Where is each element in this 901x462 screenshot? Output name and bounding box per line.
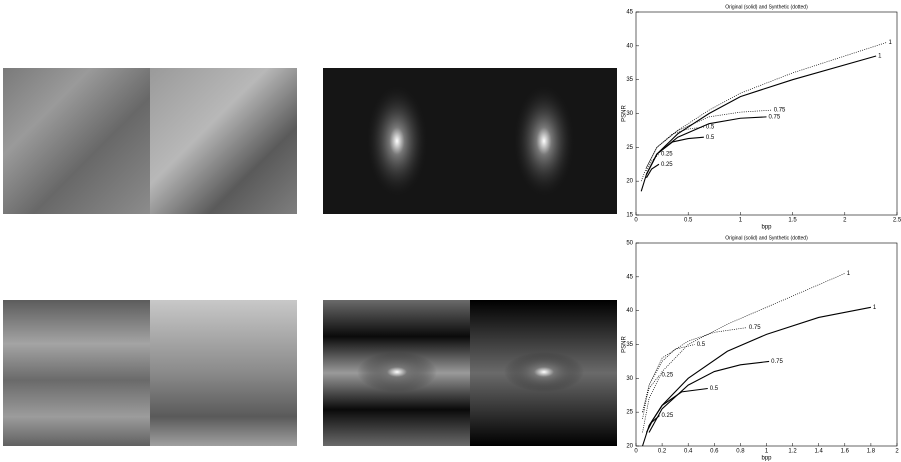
curve: [649, 388, 708, 425]
y-tick-label: 25: [626, 145, 633, 151]
curve-label: 1: [889, 40, 893, 46]
plot-frame: [636, 12, 897, 215]
x-tick-label: 1: [765, 449, 769, 455]
x-tick-label: 0.8: [736, 449, 745, 455]
curve-label: 0.5: [706, 135, 715, 141]
x-tick-label: 1.6: [841, 449, 850, 455]
synthetic-texture: [3, 68, 150, 214]
curve: [646, 137, 703, 174]
y-tick-label: 20: [626, 444, 633, 450]
x-tick-label: 0.5: [684, 218, 693, 224]
y-tick-label: 40: [626, 43, 633, 49]
y-tick-label: 45: [626, 274, 633, 280]
original-image: [150, 68, 297, 214]
curve-label: 0.25: [661, 413, 673, 419]
x-tick-label: 0.6: [710, 449, 719, 455]
curve-label: 0.75: [771, 359, 783, 365]
y-tick-label: 25: [626, 410, 633, 416]
y-tick-label: 35: [626, 77, 633, 83]
curve-label: 0.5: [710, 386, 719, 392]
original-image: [150, 300, 297, 446]
curve: [641, 56, 876, 191]
curve-label: 0.5: [697, 342, 706, 348]
x-tick-label: 0.2: [658, 449, 667, 455]
plot-frame: [636, 243, 897, 446]
x-tick-label: 1.2: [788, 449, 797, 455]
y-tick-label: 45: [626, 10, 633, 16]
curve-label: 0.25: [661, 373, 673, 379]
x-tick-label: 2: [895, 449, 899, 455]
curve-label: 0.25: [661, 162, 673, 168]
y-tick-label: 40: [626, 308, 633, 314]
curve-label: 0.75: [774, 108, 786, 114]
curve: [643, 375, 660, 412]
curve-label: 0.25: [661, 152, 673, 158]
curve-label: 1: [878, 54, 882, 60]
image-panels: [3, 68, 617, 446]
x-tick-label: 1.8: [867, 449, 876, 455]
x-tick-label: 1.4: [815, 449, 824, 455]
curve-label: 0.5: [706, 125, 715, 131]
curve-label: 0.75: [769, 114, 781, 120]
y-tick-label: 30: [626, 111, 633, 117]
chart-title: Original (solid) and Synthetic (dotted): [725, 235, 808, 241]
x-axis-label: bpp: [761, 225, 772, 231]
spectrum-peak: [514, 86, 574, 196]
y-tick-label: 15: [626, 213, 633, 219]
curve-label: 1: [873, 305, 877, 311]
spectrum-peak: [357, 352, 437, 392]
y-tick-label: 35: [626, 342, 633, 348]
x-tick-label: 0: [634, 218, 638, 224]
y-tick-label: 20: [626, 179, 633, 185]
figure: Original (solid) and Synthetic (dotted) b…: [0, 0, 901, 462]
spectrum-peak: [504, 352, 584, 392]
y-tick-label: 30: [626, 376, 633, 382]
spectrum-peak: [367, 86, 427, 196]
x-tick-label: 0.4: [684, 449, 693, 455]
curve-label: 1: [847, 271, 851, 277]
x-tick-label: 1.5: [788, 218, 797, 224]
y-tick-label: 50: [626, 241, 633, 247]
x-tick-label: 1: [739, 218, 743, 224]
curve-label: 0.75: [749, 325, 761, 331]
x-tick-label: 0: [634, 449, 638, 455]
x-tick-label: 2: [843, 218, 847, 224]
x-tick-label: 2.5: [893, 218, 901, 224]
chart-title: Original (solid) and Synthetic (dotted): [725, 4, 808, 10]
curve: [646, 127, 703, 168]
curve: [643, 273, 845, 432]
x-axis-label: bpp: [761, 456, 772, 462]
synthetic-texture: [3, 300, 150, 446]
